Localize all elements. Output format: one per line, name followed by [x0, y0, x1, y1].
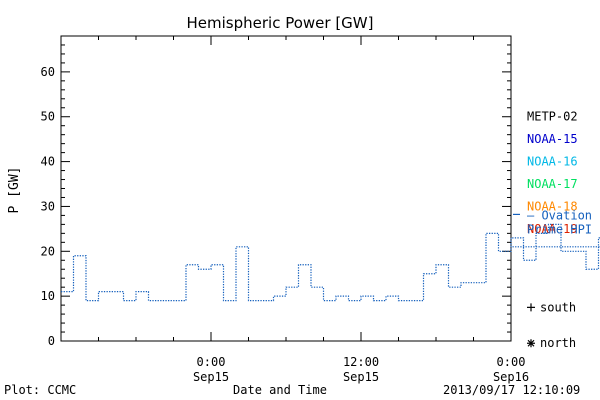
plot-frame	[60, 35, 512, 342]
plot-timestamp: 2013/09/17 12:10:09	[443, 383, 580, 397]
plot-credit: Plot: CCMC	[4, 383, 76, 397]
chart-title: Hemispheric Power [GW]	[187, 14, 374, 32]
x-tick-label-date: Sep15	[193, 370, 229, 384]
x-tick-label-date: Sep16	[493, 370, 529, 384]
legend-item-noaa-19: NOAA-19	[527, 222, 578, 236]
legend-ovation-line2: Prime HPI	[527, 222, 592, 236]
y-tick-label: 60	[41, 65, 55, 79]
marker-legend-label-north: north	[540, 336, 576, 350]
marker-legend-symbol-south	[527, 303, 535, 312]
y-axis-label: P [GW]	[7, 167, 22, 214]
x-axis-label: Date and Time	[233, 383, 327, 397]
x-tick-label-time: 0:00	[497, 355, 526, 369]
legend-item-noaa-16: NOAA-16	[527, 155, 578, 169]
legend-item-noaa-17: NOAA-17	[527, 177, 578, 191]
legend-ovation-line1: — Ovation	[527, 208, 592, 222]
legend-item-noaa-15: NOAA-15	[527, 132, 578, 146]
x-tick-label-date: Sep15	[343, 370, 379, 384]
marker-stroke	[527, 339, 535, 347]
legend: METP-02 NOAA-15 NOAA-16 NOAA-17 NOAA-18 NOAA-…	[513, 110, 592, 350]
legend-item-metp-02: METP-02	[527, 110, 578, 124]
y-tick-label: 40	[41, 155, 55, 169]
ovation-step-line	[61, 223, 600, 302]
legend-item-noaa-18: NOAA-18	[527, 199, 578, 213]
x-tick-label-time: 0:00	[197, 355, 226, 369]
marker-legend-label-south: south	[540, 300, 576, 314]
x-tick-label-time: 12:00	[343, 355, 379, 369]
marker-legend-symbol-north	[527, 339, 535, 348]
y-tick-label: 10	[41, 289, 55, 303]
ovation-line	[61, 223, 600, 302]
y-tick-label: 30	[41, 199, 55, 213]
y-tick-label: 0	[48, 334, 55, 348]
y-tick-label: 20	[41, 244, 55, 258]
y-tick-label: 50	[41, 110, 55, 124]
axes: 01020304050600:00Sep1512:00Sep150:00Sep1…	[41, 35, 529, 384]
